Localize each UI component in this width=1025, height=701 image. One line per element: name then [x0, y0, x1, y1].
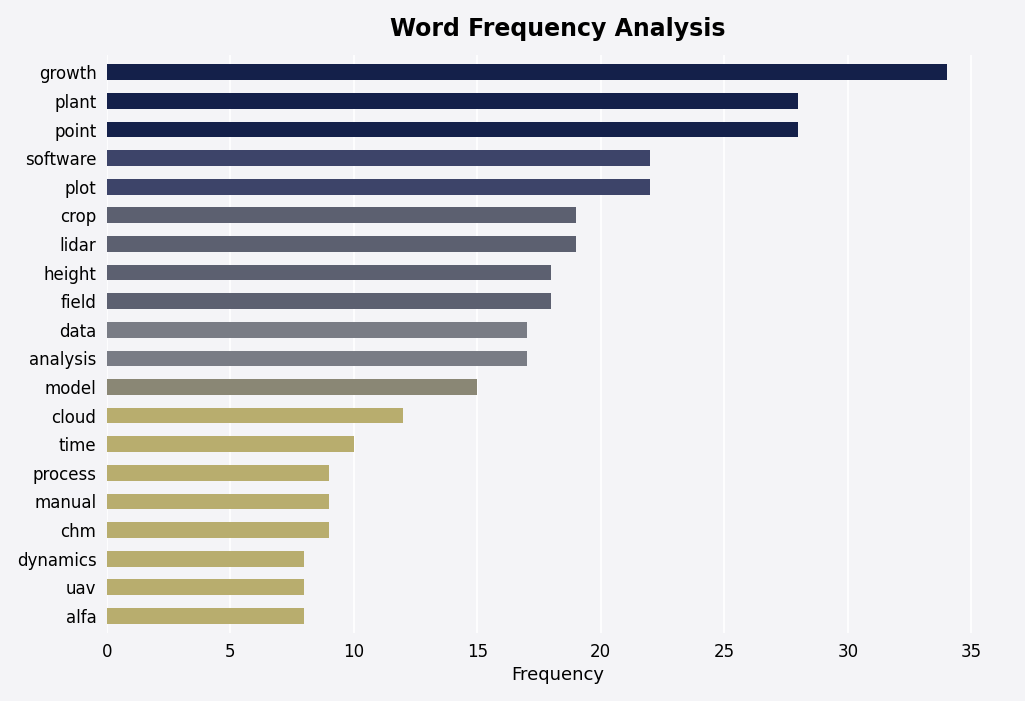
- Bar: [107, 293, 551, 309]
- Bar: [107, 179, 650, 195]
- Bar: [107, 64, 946, 80]
- Bar: [107, 408, 403, 423]
- Bar: [107, 93, 798, 109]
- Bar: [107, 580, 304, 595]
- Bar: [107, 322, 527, 338]
- Bar: [107, 465, 329, 481]
- Bar: [107, 265, 551, 280]
- X-axis label: Frequency: Frequency: [511, 667, 604, 684]
- Bar: [107, 207, 576, 223]
- Bar: [107, 436, 354, 452]
- Title: Word Frequency Analysis: Word Frequency Analysis: [390, 17, 726, 41]
- Bar: [107, 379, 478, 395]
- Bar: [107, 522, 329, 538]
- Bar: [107, 494, 329, 510]
- Bar: [107, 122, 798, 137]
- Bar: [107, 608, 304, 624]
- Bar: [107, 150, 650, 166]
- Bar: [107, 350, 527, 366]
- Bar: [107, 236, 576, 252]
- Bar: [107, 551, 304, 566]
